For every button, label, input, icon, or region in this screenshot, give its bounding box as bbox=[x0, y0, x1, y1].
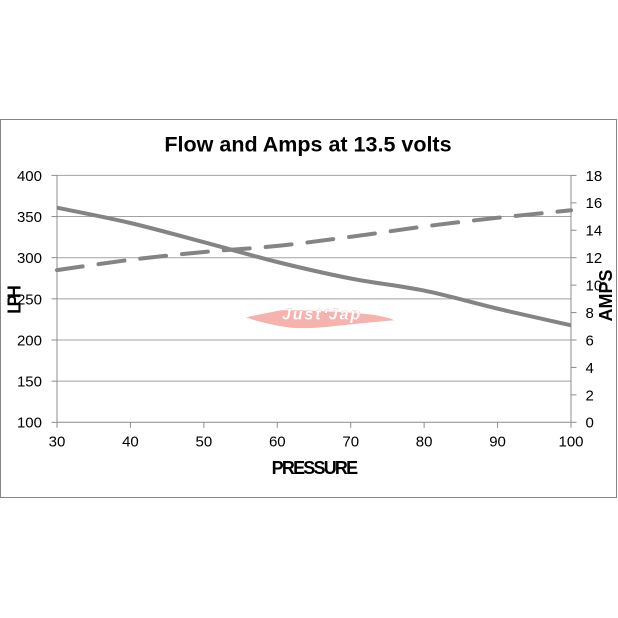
svg-text:8: 8 bbox=[586, 305, 594, 322]
svg-text:4: 4 bbox=[586, 360, 594, 377]
svg-text:12: 12 bbox=[586, 250, 603, 267]
svg-text:150: 150 bbox=[17, 374, 42, 391]
svg-text:100: 100 bbox=[17, 415, 42, 432]
svg-text:70: 70 bbox=[342, 434, 359, 451]
svg-text:30: 30 bbox=[49, 434, 66, 451]
svg-text:350: 350 bbox=[17, 209, 42, 226]
svg-text:2: 2 bbox=[586, 387, 594, 404]
svg-text:LPH: LPH bbox=[5, 286, 25, 314]
svg-text:PRESSURE: PRESSURE bbox=[272, 458, 358, 478]
svg-text:0: 0 bbox=[586, 415, 594, 432]
svg-text:18: 18 bbox=[586, 168, 603, 185]
svg-text:200: 200 bbox=[17, 332, 42, 349]
svg-text:80: 80 bbox=[416, 434, 433, 451]
svg-text:300: 300 bbox=[17, 250, 42, 267]
svg-text:60: 60 bbox=[269, 434, 286, 451]
svg-text:16: 16 bbox=[586, 195, 603, 212]
svg-text:40: 40 bbox=[122, 434, 139, 451]
svg-text:50: 50 bbox=[196, 434, 213, 451]
svg-text:Flow and Amps at 13.5 volts: Flow and Amps at 13.5 volts bbox=[164, 133, 451, 157]
svg-text:400: 400 bbox=[17, 168, 42, 185]
svg-text:10: 10 bbox=[586, 278, 603, 295]
svg-text:250: 250 bbox=[17, 291, 42, 308]
svg-text:90: 90 bbox=[489, 434, 506, 451]
svg-text:14: 14 bbox=[586, 223, 603, 240]
svg-text:AMPS: AMPS bbox=[596, 269, 616, 321]
svg-text:Just Jap: Just Jap bbox=[282, 307, 362, 324]
svg-text:100: 100 bbox=[558, 434, 583, 451]
svg-text:6: 6 bbox=[586, 332, 594, 349]
